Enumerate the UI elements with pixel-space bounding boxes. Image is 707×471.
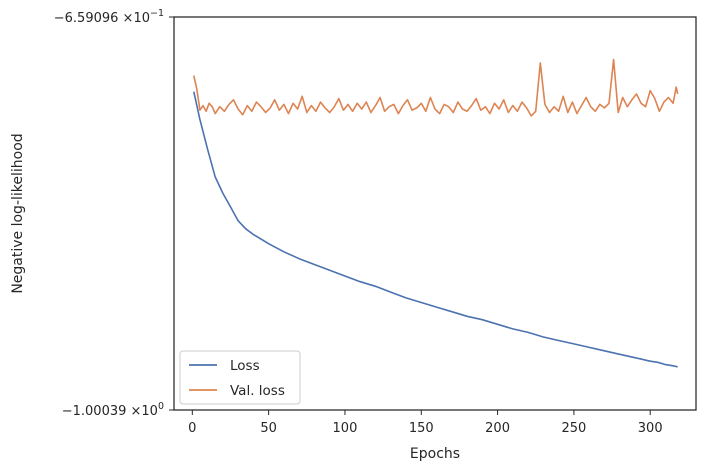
x-axis: 0 50 100 150 200 250 300 <box>188 410 663 436</box>
legend-label-loss: Loss <box>230 358 260 374</box>
x-tick-label: 50 <box>260 421 277 436</box>
y-tick-label: −6.59096 ×10−1 <box>54 8 164 26</box>
x-tick-label: 200 <box>485 421 510 436</box>
x-tick-label: 150 <box>409 421 434 436</box>
x-tick-label: 300 <box>638 421 663 436</box>
x-tick-label: 0 <box>188 421 196 436</box>
series-line-loss <box>193 91 678 368</box>
legend: Loss Val. loss <box>179 350 301 405</box>
x-tick-label: 100 <box>333 421 358 436</box>
x-tick-label: 250 <box>561 421 586 436</box>
y-axis-label: Negative log-likelihood <box>10 133 26 293</box>
legend-label-val-loss: Val. loss <box>230 383 285 399</box>
series-line-val-loss <box>193 58 679 117</box>
y-tick-label: −1.00039 ×100 <box>62 401 164 419</box>
x-axis-label: Epochs <box>410 446 460 462</box>
plot-area <box>193 58 679 368</box>
plot-frame <box>173 16 697 411</box>
y-axis: −6.59096 ×10−1 −1.00039 ×100 <box>54 8 174 419</box>
